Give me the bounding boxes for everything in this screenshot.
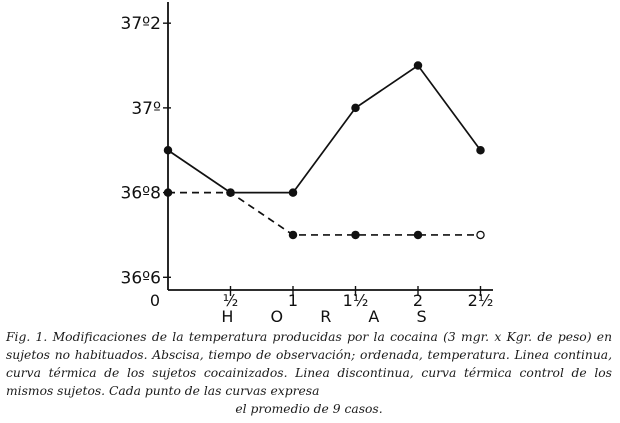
figure-caption: Fig. 1. Modificaciones de la temperatura… (6, 328, 612, 418)
y-tick-label: 37º (131, 99, 161, 119)
x-tick-label: 1 (288, 291, 298, 310)
y-tick-label: 36º6 (121, 268, 161, 288)
series-dashed-point (163, 188, 173, 197)
series-dashed-line (168, 191, 481, 236)
series-dashed-point (413, 230, 423, 240)
series-dashed-point (476, 230, 485, 240)
series-solid-point (413, 61, 423, 70)
y-tick-label: 36º8 (121, 184, 161, 204)
x-tick-label: ½ (223, 291, 239, 310)
series-solid-point (288, 188, 298, 197)
series-solid-point (476, 145, 485, 155)
series-dashed-point (288, 230, 298, 240)
y-tick-label: 37º2 (121, 14, 161, 34)
series-solid-point (163, 145, 173, 155)
series-dashed-point (351, 230, 360, 240)
temperature-chart: 37º2 37º 36º8 36º6 0 ½ 1 1½ 2 2½ H O R A S (121, 2, 494, 326)
series-dashed-point (226, 188, 235, 197)
series-solid-point (351, 103, 360, 113)
series-solid-line (167, 64, 482, 194)
caption-main: Fig. 1. Modificaciones de la temperatura… (6, 330, 612, 398)
x-tick-label: 2 (413, 291, 423, 310)
x-tick-label: 1½ (343, 291, 369, 310)
x-tick-label: 2½ (468, 291, 494, 310)
x-axis-title: H O R A S (221, 307, 442, 326)
x-tick-label: 0 (150, 291, 160, 310)
caption-last-line: el promedio de 9 casos. (235, 402, 383, 416)
